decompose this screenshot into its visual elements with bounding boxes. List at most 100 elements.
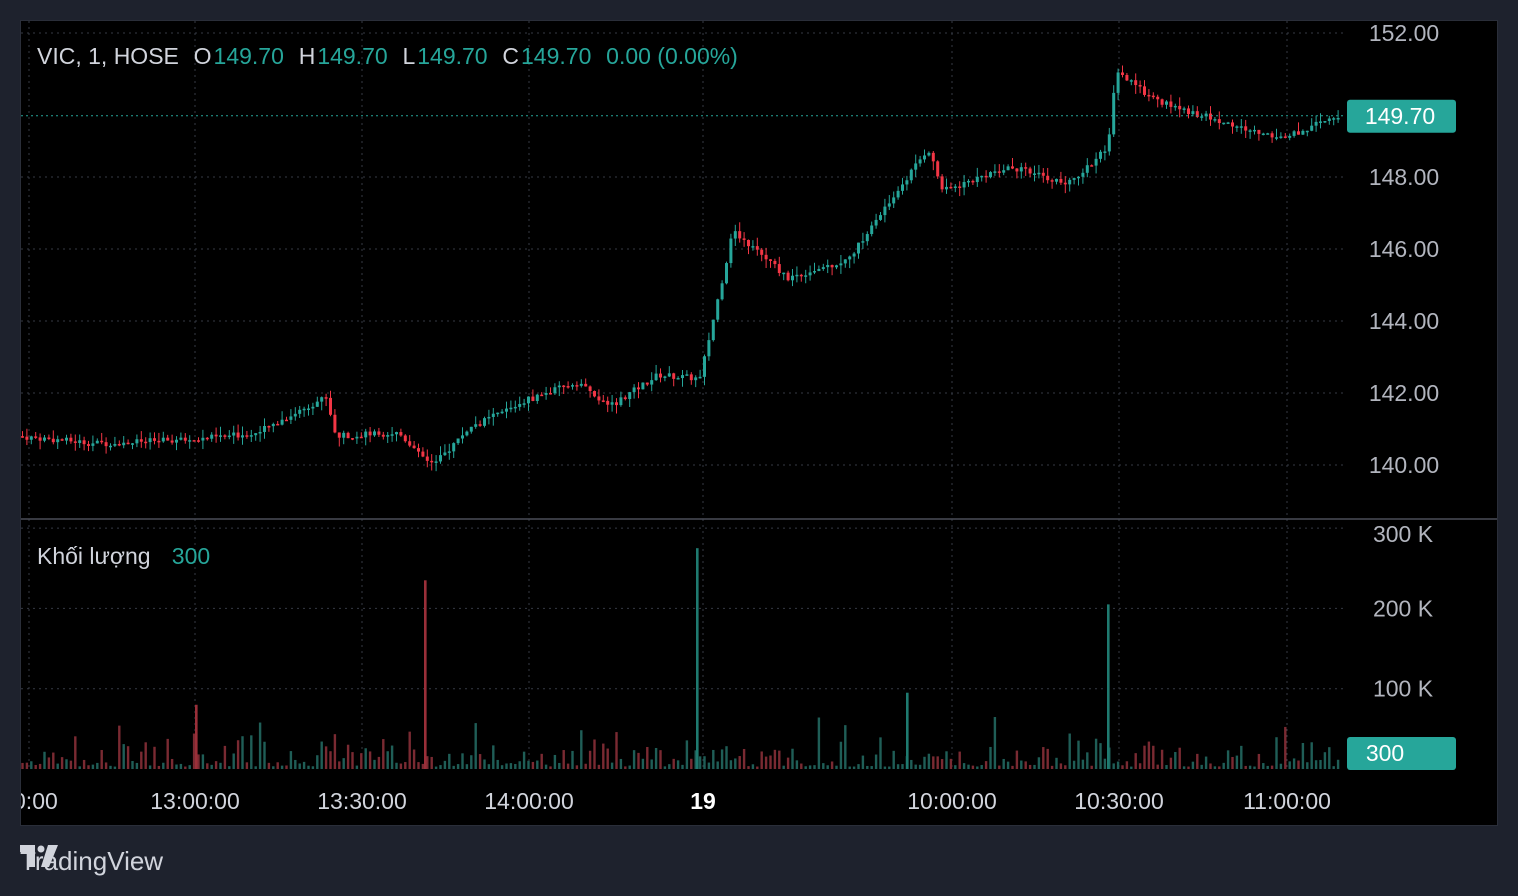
volume-bar [549, 766, 552, 769]
chart-frame[interactable]: 152.00 148.00 146.00 144.00 142.00 140.00 149.… [20, 20, 1498, 826]
volume-bar [857, 764, 860, 769]
candle-body [183, 437, 187, 441]
candle-body [478, 424, 482, 426]
candle-body [610, 402, 614, 405]
candle-body [1292, 131, 1296, 136]
volume-bar [1301, 742, 1305, 769]
volume-label: Khối lượng [37, 543, 151, 569]
candle-body [703, 356, 706, 377]
candle-body [777, 264, 781, 274]
volume-bar [382, 739, 385, 769]
volume-bar [500, 765, 504, 769]
candle-body [302, 408, 306, 411]
volume-bar [179, 763, 183, 769]
volume-bar [839, 741, 843, 769]
volume-bar [984, 761, 988, 769]
candle-body [896, 190, 900, 198]
volume-bar [333, 734, 337, 769]
volume-bar [1253, 766, 1256, 769]
candle-body [452, 443, 456, 452]
volume-bar [540, 753, 543, 769]
candle-body [1226, 122, 1230, 124]
volume-bar [624, 766, 627, 769]
candle-body [857, 242, 860, 254]
volume-bar [1156, 764, 1159, 769]
candle-body [1332, 118, 1336, 120]
candle-body [469, 426, 473, 432]
volume-bar [949, 758, 953, 769]
candle-body [1266, 133, 1270, 135]
candle-body [34, 436, 38, 438]
high-label: H [298, 43, 316, 69]
volume-bar [778, 750, 781, 769]
volume-bar [241, 736, 244, 769]
candle-body [417, 448, 420, 452]
candle-body [962, 181, 966, 188]
volume-bar [1169, 757, 1173, 769]
candle-body [1336, 117, 1340, 120]
candle-body [487, 416, 491, 419]
volume-bar [131, 760, 134, 769]
volume-bar [214, 761, 218, 769]
candle-body [694, 377, 698, 381]
candle-body [795, 274, 799, 277]
candle-body [1283, 136, 1287, 138]
candle-body [865, 234, 869, 242]
candle-body [25, 436, 29, 440]
candle-body [593, 391, 596, 397]
tradingview-logo[interactable]: TradingView [20, 845, 163, 877]
candle-body [51, 438, 55, 443]
volume-bar [452, 765, 455, 769]
volume-bar [879, 737, 882, 769]
candle-body [324, 397, 328, 399]
volume-bar [1020, 760, 1023, 769]
volume-bar [826, 765, 829, 769]
candle-body [707, 340, 711, 357]
volume-bar [914, 764, 917, 769]
candle-body [905, 180, 909, 185]
candle-body [733, 231, 737, 239]
volume-bar [791, 748, 794, 769]
candle-body [1319, 121, 1322, 123]
volume-bar [703, 756, 706, 769]
price-volume-chart[interactable]: 152.00 148.00 146.00 144.00 142.00 140.00 149.… [21, 21, 1498, 826]
candle-body [131, 443, 134, 445]
volume-bar [434, 766, 438, 769]
candle-body [434, 461, 438, 463]
candle-body [1055, 178, 1058, 182]
candle-body [1090, 165, 1094, 167]
candle-body [1235, 126, 1239, 128]
volume-bar [575, 765, 579, 769]
change-value: 0.00 (0.00%) [606, 43, 738, 69]
volume-tick-label: 200 K [1373, 595, 1434, 621]
candle-body [1116, 72, 1120, 93]
volume-bar [1103, 758, 1107, 769]
volume-bar [923, 756, 926, 769]
ohlc-legend: VIC, 1, HOSE O149.70 H149.70 L149.70 C14… [37, 43, 740, 70]
volume-bar [1200, 764, 1203, 769]
candle-body [971, 180, 975, 183]
candle-body [975, 176, 979, 183]
candle-body [711, 319, 715, 341]
volume-bar [69, 760, 73, 769]
volume-bar [245, 762, 249, 769]
candle-body [368, 431, 372, 436]
volume-bar [553, 754, 557, 769]
volume-bar [1015, 750, 1019, 769]
volume-bar [1011, 765, 1014, 769]
open-label: O [193, 43, 212, 69]
volume-bar [38, 763, 42, 769]
candle-body [399, 432, 403, 436]
candle-body [474, 424, 478, 427]
candle-body [923, 155, 926, 160]
volume-legend: Khối lượng 300 [37, 543, 212, 570]
volume-bar [1257, 753, 1261, 769]
candle-body [280, 419, 284, 425]
volume-bar [294, 759, 297, 769]
volume-bar [60, 757, 64, 769]
candle-body [1143, 86, 1146, 95]
last-price-badge-label: 149.70 [1365, 103, 1435, 129]
volume-bar [263, 741, 266, 769]
volume-bar [544, 764, 548, 769]
candle-body [980, 175, 984, 178]
